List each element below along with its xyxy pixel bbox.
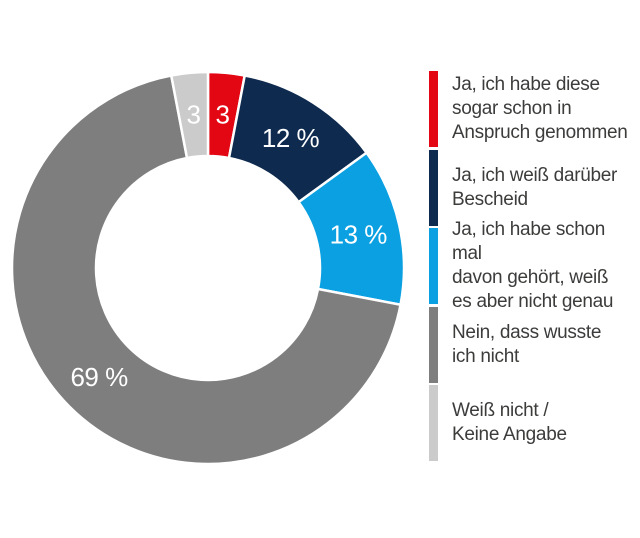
legend-item: Ja, ich habe schon mal davon gehört, wei…: [429, 219, 637, 312]
legend-item-label: Ja, ich weiß darüber Bescheid: [452, 164, 618, 210]
legend-item: Ja, ich weiß darüber Bescheid: [429, 149, 637, 226]
donut-slice-label-4: 3: [187, 100, 201, 130]
legend-item-label: Ja, ich habe schon mal davon gehört, wei…: [452, 219, 614, 312]
donut-slice-4: [170, 70, 210, 160]
legend-color-swatch: [429, 306, 438, 383]
legend-color-swatch: [429, 385, 438, 461]
legend-item: Ja, ich habe diese sogar schon in Anspru…: [429, 71, 637, 147]
donut-slice-label-0: 3: [216, 100, 230, 130]
legend-color-swatch: [429, 149, 438, 226]
donut-slice-label-2: 13 %: [330, 219, 388, 249]
legend-color-swatch: [429, 71, 438, 147]
donut-slice-label-1: 12 %: [262, 123, 320, 153]
legend-item: Nein, dass wusste ich nicht: [429, 306, 637, 383]
legend-item-label: Ja, ich habe diese sogar schon in Anspru…: [452, 74, 628, 143]
chart-legend: Ja, ich habe diese sogar schon in Anspru…: [429, 71, 637, 461]
donut-chart: 3 12 % 13 % 69 % 3: [10, 70, 406, 466]
donut-slice-label-3: 69 %: [70, 362, 128, 392]
donut-slice-3: [10, 74, 402, 466]
legend-item: Weiß nicht / Keine Angabe: [429, 385, 637, 461]
legend-color-swatch: [429, 228, 438, 304]
legend-item-label: Nein, dass wusste ich nicht: [452, 321, 602, 367]
legend-item-label: Weiß nicht / Keine Angabe: [452, 400, 567, 445]
